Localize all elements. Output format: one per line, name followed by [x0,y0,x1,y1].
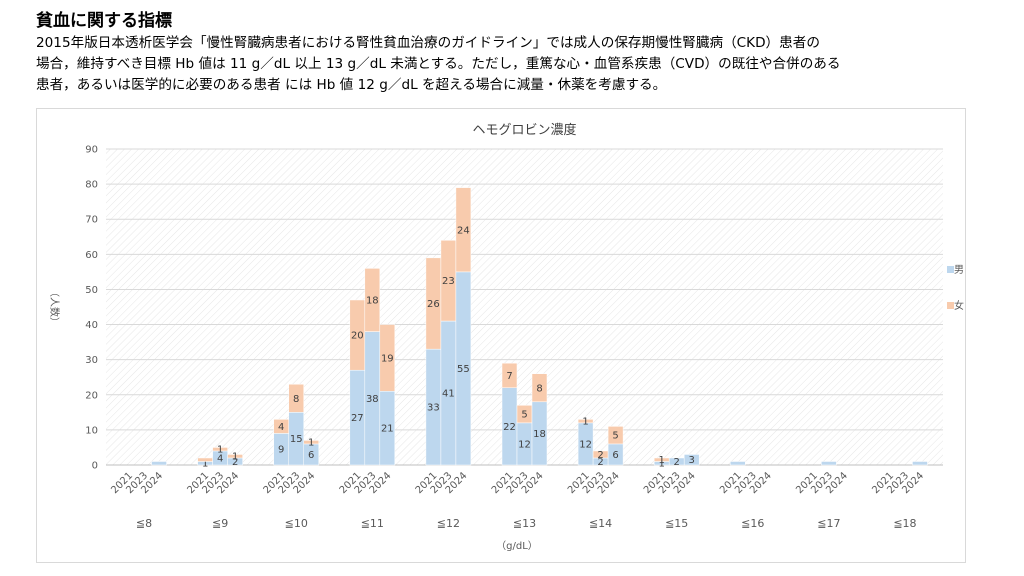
bar-male [683,454,700,466]
data-label: 1 [232,452,238,463]
y-tick-label: 10 [85,425,98,436]
data-label: 38 [366,394,379,405]
data-label: 7 [506,371,512,382]
description-line-1: 2015年版日本透析医学会「慢性腎臓病患者における腎性貧血治療のガイドライン」で… [36,35,820,51]
y-tick-label: 30 [85,355,98,366]
y-tick-label: 0 [92,461,98,472]
legend-swatch [947,302,954,309]
data-label: 1 [582,417,588,428]
legend-label: 女 [954,299,964,312]
bar-male [730,461,746,466]
bar-female [197,457,213,462]
data-label: 20 [351,331,364,342]
data-label: 21 [381,424,394,435]
data-label: 5 [612,431,618,442]
description: 2015年版日本透析医学会「慢性腎臓病患者における腎性貧血治療のガイドライン」で… [36,33,996,96]
x-group-label: ≦15 [665,517,688,530]
x-group-label: ≦14 [589,517,612,530]
x-group-label: ≦11 [361,517,384,530]
page-title: 貧血に関する指標 [36,11,172,31]
data-label: 23 [442,276,455,287]
data-label: 33 [427,403,440,414]
bar-female [364,268,381,332]
bar-female [531,373,548,403]
data-label: 1 [308,438,314,449]
legend: 男女 [947,264,964,312]
bar-female [288,383,304,413]
data-label: 1 [658,459,664,470]
bar-male [821,461,837,466]
bars: 1 412194158612720381821193326412355242271… [151,187,928,470]
data-label: 3 [688,455,694,466]
data-label: 41 [442,389,455,400]
y-tick-label: 60 [85,250,98,261]
y-tick-label: 40 [85,320,98,331]
data-label: 2 [597,450,603,461]
data-label: 19 [381,353,394,364]
bar-female [212,447,228,452]
hemoglobin-chart: ヘモグロビン濃度 （人数） （g/dL） 0102030405060708090… [48,122,964,552]
y-axis-label: （人数） [48,287,61,327]
chart-title: ヘモグロビン濃度 [472,122,576,138]
bar-male [912,461,928,466]
x-group-label: ≦12 [437,517,460,530]
data-label: 4 [278,422,284,433]
data-label: 27 [351,413,364,424]
data-label: 1 [217,445,223,456]
legend-label: 男 [954,264,964,276]
x-group-label: ≦8 [136,517,152,530]
y-tick-label: 70 [85,215,98,226]
bar-female [379,324,396,392]
data-label: 2 [597,457,603,468]
data-label: 8 [536,383,542,394]
data-label: 5 [521,410,527,421]
data-label: 22 [503,422,516,433]
y-tick-label: 80 [85,180,98,191]
data-label: 18 [533,429,546,440]
y-tick-label: 50 [85,285,98,296]
x-group-label: ≦16 [741,517,764,530]
bar-female [227,454,243,459]
bar-female [501,362,518,389]
x-group-label: ≦13 [513,517,536,530]
bar-female [455,187,472,273]
data-label: 15 [290,434,303,445]
data-label: 12 [518,439,531,450]
data-label: 2 [673,457,679,468]
data-label: 9 [278,445,284,456]
data-label: 26 [427,299,440,310]
description-line-2: 場合，維持すべき目標 Hb 値は 11 g／dL 以上 13 g／dL 未満とす… [36,56,841,72]
chart-frame: ヘモグロビン濃度 （人数） （g/dL） 0 10 20 30 40 50 60 70 80 90… [36,108,966,563]
x-group-label: ≦9 [212,517,228,530]
data-label: 24 [457,225,470,236]
data-label: 2 [232,457,238,468]
y-tick-label: 20 [85,390,98,401]
legend-swatch [947,266,954,273]
x-group-label: ≦18 [893,517,916,530]
x-axis-label: （g/dL） [496,540,538,552]
data-label: 1 [658,455,664,466]
y-ticks: 0 10 20 30 40 50 60 70 80 90 [85,145,98,472]
data-label: 12 [579,439,592,450]
data-label: 6 [612,450,618,461]
description-line-3: 患者，あるいは医学的に必要のある患者 には Hb 値 12 g／dL を超える場… [36,77,667,93]
data-label: 18 [366,295,379,306]
y-tick-label: 90 [85,145,98,156]
bar-male [151,461,167,466]
data-label: 55 [457,364,470,375]
data-label: 6 [308,450,314,461]
bar-female [303,440,319,445]
bar-female [607,426,624,445]
data-label: 4 [217,453,223,464]
data-label: 8 [293,394,299,405]
data-label: 1 [202,459,208,470]
x-group-label: ≦10 [285,517,308,530]
x-group-label: ≦17 [817,517,840,530]
bar-female [577,419,594,424]
